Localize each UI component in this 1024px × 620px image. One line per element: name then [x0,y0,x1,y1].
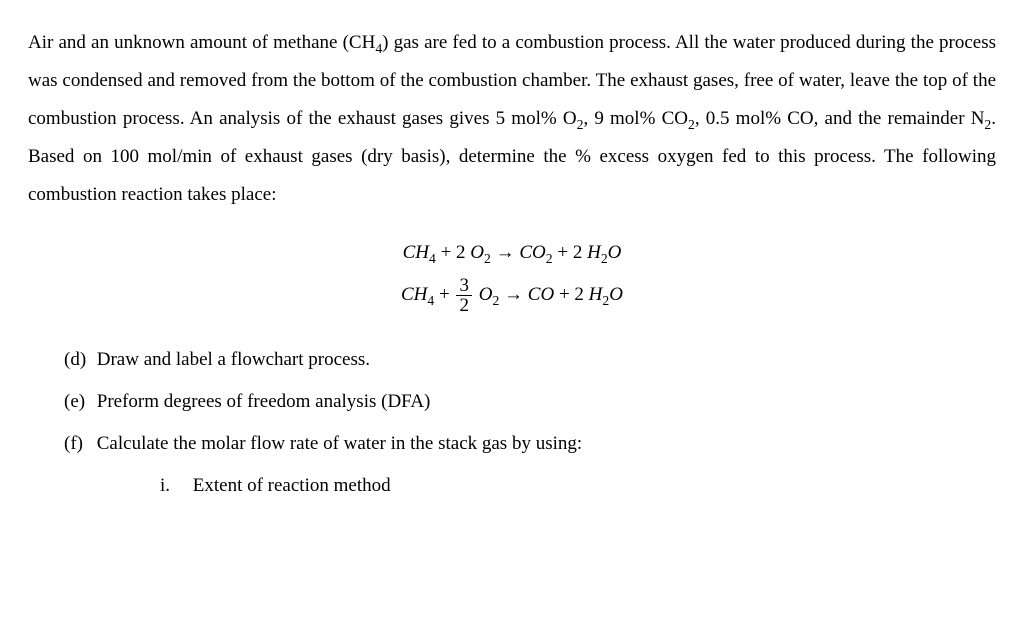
reaction-1: CH4 + 2 O2 → CO2 + 2 H2O [28,232,996,274]
r1-co: CO [519,242,545,263]
r1-h-sub: 2 [601,251,608,266]
r1-co-sub: 2 [546,251,553,266]
r2-fraction: 32 [456,276,472,315]
r2-frac-den: 2 [456,296,472,315]
r2-plus2: + 2 [554,284,588,305]
question-e: (e) Preform degrees of freedom analysis … [64,384,996,420]
equation-block: CH4 + 2 O2 → CO2 + 2 H2O CH4 + 32 O2 → C… [28,232,996,316]
problem-paragraph: Air and an unknown amount of methane (CH… [28,24,996,214]
question-fi-label: i. [160,468,188,504]
r2-arrow: → [499,284,528,305]
r1-o2: O [608,242,622,263]
reaction-2: CH4 + 32 O2 → CO + 2 H2O [28,274,996,316]
r2-ch: CH [401,284,427,305]
r2-plus1: + [434,284,454,305]
r1-ch-sub: 4 [429,251,436,266]
r2-h: H [589,284,603,305]
r1-ch: CH [403,242,429,263]
question-d: (d) Draw and label a flowchart process. [64,342,996,378]
question-d-text: Draw and label a flowchart process. [97,349,370,370]
r1-o: O [470,242,484,263]
r1-arrow: → [491,242,520,263]
para-seg-1a: Air and an unknown amount of methane (CH [28,32,375,53]
question-e-text: Preform degrees of freedom analysis (DFA… [97,391,431,412]
r1-plus1: + 2 [436,242,470,263]
r2-frac-num: 3 [456,276,472,296]
question-f-sublist: i. Extent of reaction method [64,468,996,504]
r1-plus2: + 2 [553,242,587,263]
r1-h: H [587,242,601,263]
question-e-label: (e) [64,384,92,420]
r2-co: CO [528,284,554,305]
r2-o2: O [609,284,623,305]
question-list: (d) Draw and label a flowchart process. … [28,342,996,504]
r1-o-sub: 2 [484,251,491,266]
question-f-label: (f) [64,426,92,462]
para-seg-1c: , 9 mol% CO [583,108,688,129]
question-fi-text: Extent of reaction method [193,475,391,496]
r2-o: O [479,284,493,305]
question-f: (f) Calculate the molar flow rate of wat… [64,426,996,462]
sub-2-b: 2 [688,117,695,132]
question-d-label: (d) [64,342,92,378]
para-seg-1d: , 0.5 mol% CO, and the remainder N [695,108,985,129]
question-f-text: Calculate the molar flow rate of water i… [97,433,582,454]
